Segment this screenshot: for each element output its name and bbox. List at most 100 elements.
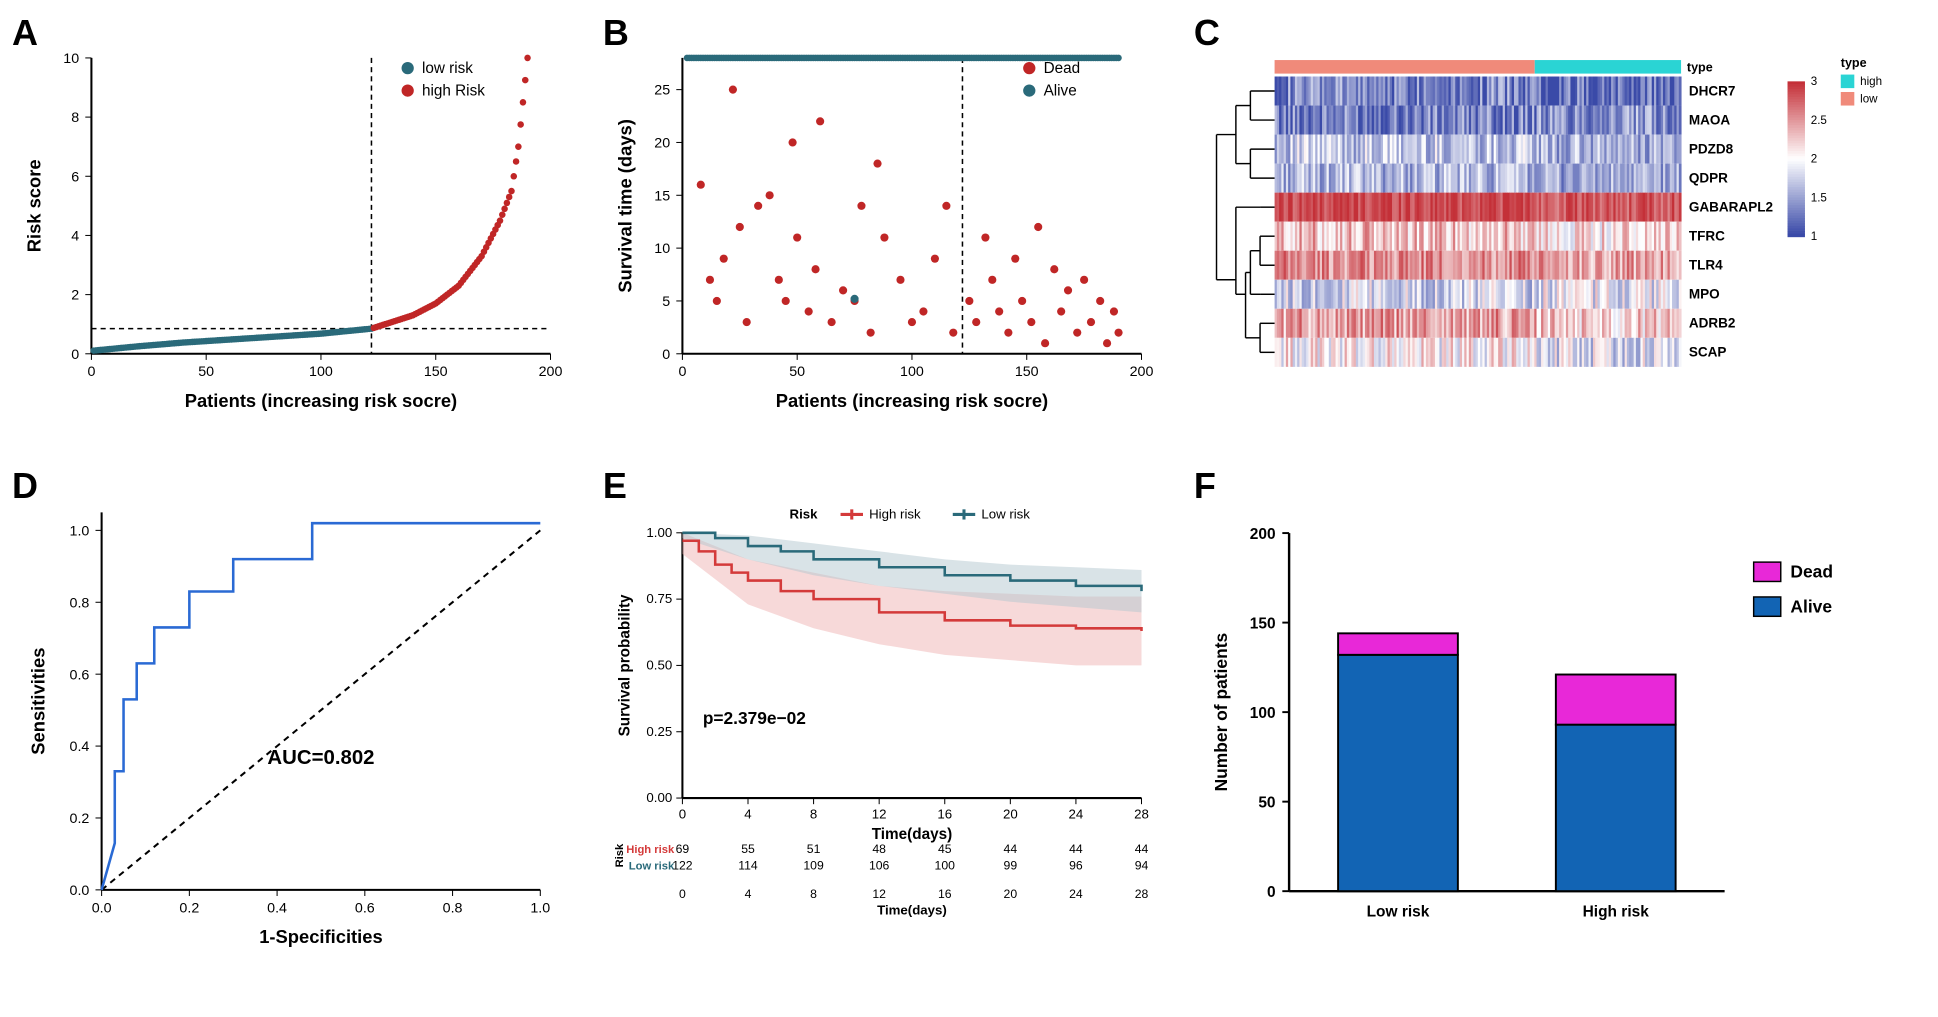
svg-text:24: 24	[1069, 887, 1083, 901]
svg-text:114: 114	[738, 858, 758, 872]
svg-text:99: 99	[1003, 858, 1017, 872]
panel-d-chart: 0.00.20.40.60.81.00.00.20.40.60.81.01-Sp…	[20, 473, 571, 980]
svg-text:200: 200	[539, 364, 563, 380]
svg-text:0.8: 0.8	[70, 595, 90, 611]
svg-text:0.0: 0.0	[92, 900, 112, 916]
svg-text:Survival time (days): Survival time (days)	[614, 119, 635, 292]
svg-text:16: 16	[938, 887, 952, 901]
figure-grid: A 0501001502000246810Patients (increasin…	[20, 20, 1918, 980]
gene-heatmap: typeDHCR7MAOAPDZD8QDPRGABARAPL2TFRCTLR4M…	[1202, 20, 1918, 443]
svg-text:8: 8	[71, 110, 79, 126]
panel-c-label: C	[1194, 12, 1220, 54]
svg-text:0: 0	[679, 806, 686, 821]
svg-text:low risk: low risk	[422, 60, 473, 77]
svg-text:0: 0	[679, 887, 686, 901]
svg-text:p=2.379e−02: p=2.379e−02	[703, 708, 806, 728]
panel-c: C typeDHCR7MAOAPDZD8QDPRGABARAPL2TFRCTLR…	[1202, 20, 1918, 443]
svg-text:Patients (increasing risk socr: Patients (increasing risk socre)	[185, 390, 457, 411]
svg-text:MAOA: MAOA	[1689, 112, 1731, 127]
svg-text:28: 28	[1134, 806, 1149, 821]
svg-text:16: 16	[937, 806, 952, 821]
svg-text:69: 69	[676, 842, 690, 856]
svg-text:GABARAPL2: GABARAPL2	[1689, 200, 1773, 215]
stacked-bar: 050100150200Number of patientsLow riskHi…	[1202, 473, 1918, 980]
svg-text:50: 50	[198, 364, 214, 380]
svg-text:122: 122	[672, 858, 693, 872]
svg-text:Survival probability: Survival probability	[616, 594, 633, 736]
panel-b-chart: 0501001502000510152025Patients (increasi…	[611, 20, 1162, 443]
svg-text:Alive: Alive	[1790, 596, 1832, 616]
svg-text:0: 0	[662, 347, 670, 363]
svg-text:High risk: High risk	[869, 506, 921, 521]
svg-text:1-Specificities: 1-Specificities	[259, 926, 382, 947]
svg-text:AUC=0.802: AUC=0.802	[267, 747, 374, 769]
svg-text:0.25: 0.25	[646, 724, 672, 739]
svg-text:Patients (increasing risk socr: Patients (increasing risk socre)	[776, 390, 1048, 411]
svg-text:MPO: MPO	[1689, 287, 1720, 302]
svg-text:4: 4	[71, 229, 79, 245]
svg-text:Sensitivities: Sensitivities	[27, 647, 48, 754]
svg-text:109: 109	[803, 858, 824, 872]
svg-text:106: 106	[869, 858, 890, 872]
svg-text:8: 8	[810, 806, 817, 821]
panel-b-label: B	[603, 12, 629, 54]
svg-text:200: 200	[1250, 526, 1276, 543]
svg-text:0.50: 0.50	[646, 657, 672, 672]
svg-text:45: 45	[938, 842, 952, 856]
roc-curve: 0.00.20.40.60.81.00.00.20.40.60.81.01-Sp…	[20, 473, 571, 980]
svg-text:200: 200	[1130, 364, 1154, 380]
svg-text:0.6: 0.6	[355, 900, 375, 916]
svg-text:Dead: Dead	[1790, 561, 1833, 581]
svg-text:0.75: 0.75	[646, 591, 672, 606]
panel-f: F 050100150200Number of patientsLow risk…	[1202, 473, 1918, 980]
svg-text:1: 1	[1811, 230, 1817, 243]
svg-text:12: 12	[872, 887, 886, 901]
svg-text:SCAP: SCAP	[1689, 345, 1727, 360]
svg-text:10: 10	[63, 51, 79, 67]
svg-text:Risk: Risk	[789, 506, 818, 521]
svg-text:0.6: 0.6	[70, 667, 90, 683]
svg-text:Time(days): Time(days)	[872, 826, 952, 843]
svg-text:100: 100	[1250, 705, 1276, 722]
svg-text:type: type	[1841, 56, 1867, 70]
panel-f-chart: 050100150200Number of patientsLow riskHi…	[1202, 473, 1918, 980]
panel-e-label: E	[603, 465, 627, 507]
svg-text:28: 28	[1135, 887, 1149, 901]
svg-text:100: 100	[309, 364, 333, 380]
panel-e: E RiskHigh riskLow risk04812162024280.00…	[611, 473, 1162, 980]
svg-text:High risk: High risk	[1582, 903, 1649, 920]
svg-text:Low risk: Low risk	[981, 506, 1030, 521]
svg-text:55: 55	[741, 842, 755, 856]
svg-text:0.4: 0.4	[267, 900, 287, 916]
svg-text:0.4: 0.4	[70, 739, 90, 755]
panel-a-label: A	[12, 12, 38, 54]
svg-text:3: 3	[1811, 75, 1817, 88]
svg-text:High risk: High risk	[626, 844, 675, 856]
svg-text:2: 2	[71, 288, 79, 304]
svg-text:Number of patients: Number of patients	[1211, 633, 1231, 792]
svg-text:25: 25	[654, 83, 670, 99]
svg-text:1.0: 1.0	[530, 900, 550, 916]
svg-text:20: 20	[1003, 806, 1018, 821]
svg-text:150: 150	[424, 364, 448, 380]
svg-text:94: 94	[1135, 858, 1149, 872]
svg-text:4: 4	[744, 806, 751, 821]
svg-text:1.0: 1.0	[70, 523, 90, 539]
svg-text:15: 15	[654, 188, 670, 204]
panel-b: B 0501001502000510152025Patients (increa…	[611, 20, 1162, 443]
svg-text:high: high	[1860, 75, 1882, 88]
svg-text:44: 44	[1069, 842, 1083, 856]
svg-text:20: 20	[654, 136, 670, 152]
svg-text:51: 51	[807, 842, 821, 856]
panel-e-chart: RiskHigh riskLow risk04812162024280.000.…	[611, 473, 1162, 980]
svg-text:10: 10	[654, 241, 670, 257]
panel-d-label: D	[12, 465, 38, 507]
svg-text:50: 50	[1258, 794, 1275, 811]
survival-scatter: 0501001502000510152025Patients (increasi…	[611, 20, 1162, 443]
svg-text:DHCR7: DHCR7	[1689, 83, 1736, 98]
svg-text:48: 48	[872, 842, 886, 856]
svg-text:0.0: 0.0	[70, 883, 90, 899]
svg-text:0.8: 0.8	[443, 900, 463, 916]
svg-text:TLR4: TLR4	[1689, 258, 1723, 273]
svg-text:4: 4	[744, 887, 751, 901]
